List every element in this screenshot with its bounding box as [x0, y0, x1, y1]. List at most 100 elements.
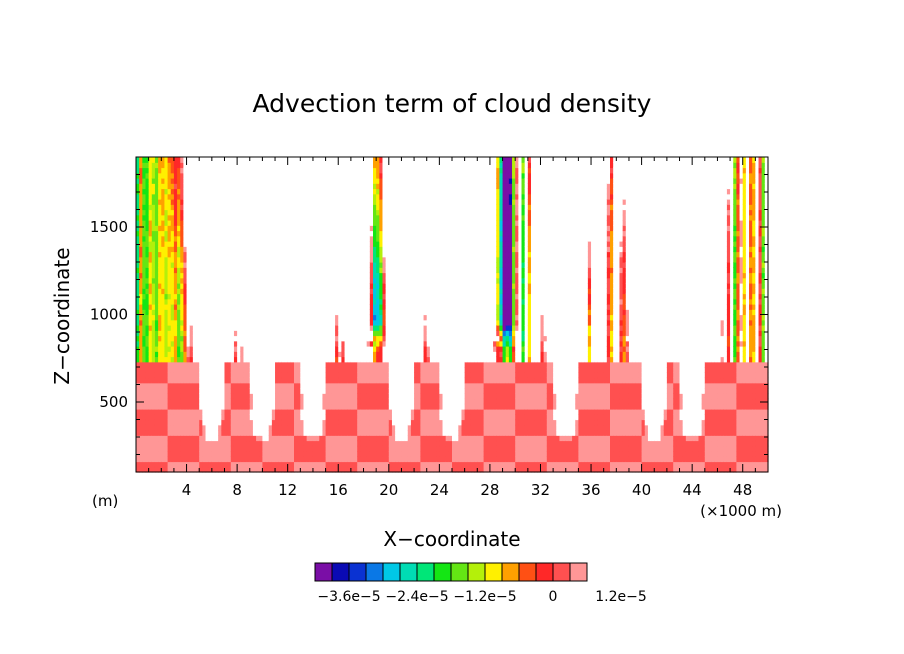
heatmap-cell: [243, 167, 248, 174]
heatmap-cell: [309, 293, 314, 300]
heatmap-cell: [243, 262, 248, 268]
heatmap-cell: [338, 372, 342, 379]
heatmap-cell: [287, 220, 292, 226]
heatmap-cell: [328, 272, 333, 279]
heatmap-cell: [259, 241, 263, 247]
heatmap-cell: [224, 356, 229, 363]
heatmap-cell: [290, 167, 295, 174]
heatmap-cell: [316, 393, 320, 400]
heatmap-cell: [249, 230, 254, 237]
heatmap-cell: [161, 204, 166, 211]
heatmap-cell: [281, 456, 286, 463]
heatmap-cell: [268, 393, 273, 400]
heatmap-cell: [265, 319, 270, 326]
heatmap-cell: [265, 456, 270, 463]
heatmap-cell: [237, 256, 241, 263]
heatmap-cell: [379, 267, 384, 274]
heatmap-cell: [278, 314, 282, 321]
heatmap-cell: [218, 251, 222, 258]
heatmap-cell: [268, 193, 273, 200]
heatmap-cell: [382, 235, 387, 242]
heatmap-cell: [376, 178, 380, 184]
heatmap-cell: [151, 356, 156, 363]
heatmap-cell: [180, 241, 184, 247]
heatmap-cell: [275, 335, 279, 342]
heatmap-cell: [287, 256, 292, 263]
heatmap-cell: [331, 461, 336, 468]
heatmap-cell: [256, 403, 260, 410]
heatmap-cell: [186, 356, 191, 363]
heatmap-cell: [319, 456, 324, 463]
heatmap-cell: [202, 241, 207, 247]
heatmap-cell: [388, 162, 393, 169]
heatmap-cell: [395, 193, 399, 200]
heatmap-cell: [297, 356, 301, 363]
heatmap-cell: [319, 419, 324, 426]
heatmap-cell: [297, 262, 301, 268]
heatmap-cell: [240, 251, 245, 258]
heatmap-cell: [233, 398, 238, 405]
heatmap-cell: [142, 204, 147, 211]
heatmap-cell: [278, 335, 282, 342]
heatmap-cell: [325, 309, 330, 316]
heatmap-cell: [249, 183, 254, 190]
heatmap-cell: [211, 162, 216, 169]
heatmap-cell: [366, 220, 371, 226]
heatmap-cell: [306, 267, 311, 274]
heatmap-cell: [376, 356, 380, 363]
heatmap-cell: [294, 230, 298, 237]
heatmap-cell: [218, 283, 222, 289]
heatmap-cell: [189, 393, 194, 400]
heatmap-cell: [243, 461, 248, 468]
heatmap-cell: [199, 157, 203, 163]
heatmap-cell: [300, 456, 305, 463]
heatmap-cell: [268, 346, 273, 352]
heatmap-cell: [259, 309, 263, 316]
heatmap-cell: [379, 183, 384, 190]
heatmap-cell: [215, 209, 219, 216]
heatmap-cell: [357, 325, 361, 331]
heatmap-cell: [354, 367, 358, 373]
heatmap-cell: [376, 288, 380, 295]
heatmap-cell: [211, 356, 216, 363]
heatmap-cell: [341, 251, 346, 258]
heatmap-cell: [319, 440, 324, 447]
heatmap-cell: [142, 256, 147, 263]
heatmap-cell: [350, 393, 355, 400]
heatmap-cell: [183, 466, 188, 473]
heatmap-cell: [196, 298, 200, 305]
heatmap-cell: [186, 456, 191, 463]
heatmap-cell: [154, 377, 159, 384]
heatmap-cell: [224, 403, 229, 410]
heatmap-cell: [297, 251, 301, 258]
heatmap-cell: [218, 367, 222, 373]
heatmap-cell: [199, 335, 203, 342]
heatmap-cell: [328, 325, 333, 331]
heatmap-cell: [297, 424, 301, 431]
heatmap-cell: [177, 262, 181, 268]
heatmap-cell: [278, 283, 282, 289]
heatmap-cell: [281, 246, 286, 253]
heatmap-cell: [297, 293, 301, 300]
heatmap-cell: [243, 246, 248, 253]
heatmap-cell: [189, 419, 194, 426]
heatmap-cell: [180, 335, 184, 342]
heatmap-cell: [316, 372, 320, 379]
heatmap-cell: [325, 241, 330, 247]
heatmap-cell: [170, 225, 175, 232]
heatmap-cell: [211, 351, 216, 358]
heatmap-cell: [148, 424, 153, 431]
heatmap-cell: [357, 272, 361, 279]
heatmap-cell: [335, 424, 339, 431]
heatmap-cell: [300, 377, 305, 384]
heatmap-cell: [322, 183, 327, 190]
heatmap-cell: [249, 388, 254, 394]
heatmap-cell: [303, 361, 308, 368]
heatmap-cell: [180, 246, 184, 253]
heatmap-cell: [177, 419, 181, 426]
heatmap-cell: [300, 277, 305, 284]
heatmap-cell: [271, 445, 276, 452]
heatmap-cell: [151, 409, 156, 415]
heatmap-cell: [379, 451, 384, 457]
heatmap-cell: [227, 288, 232, 295]
